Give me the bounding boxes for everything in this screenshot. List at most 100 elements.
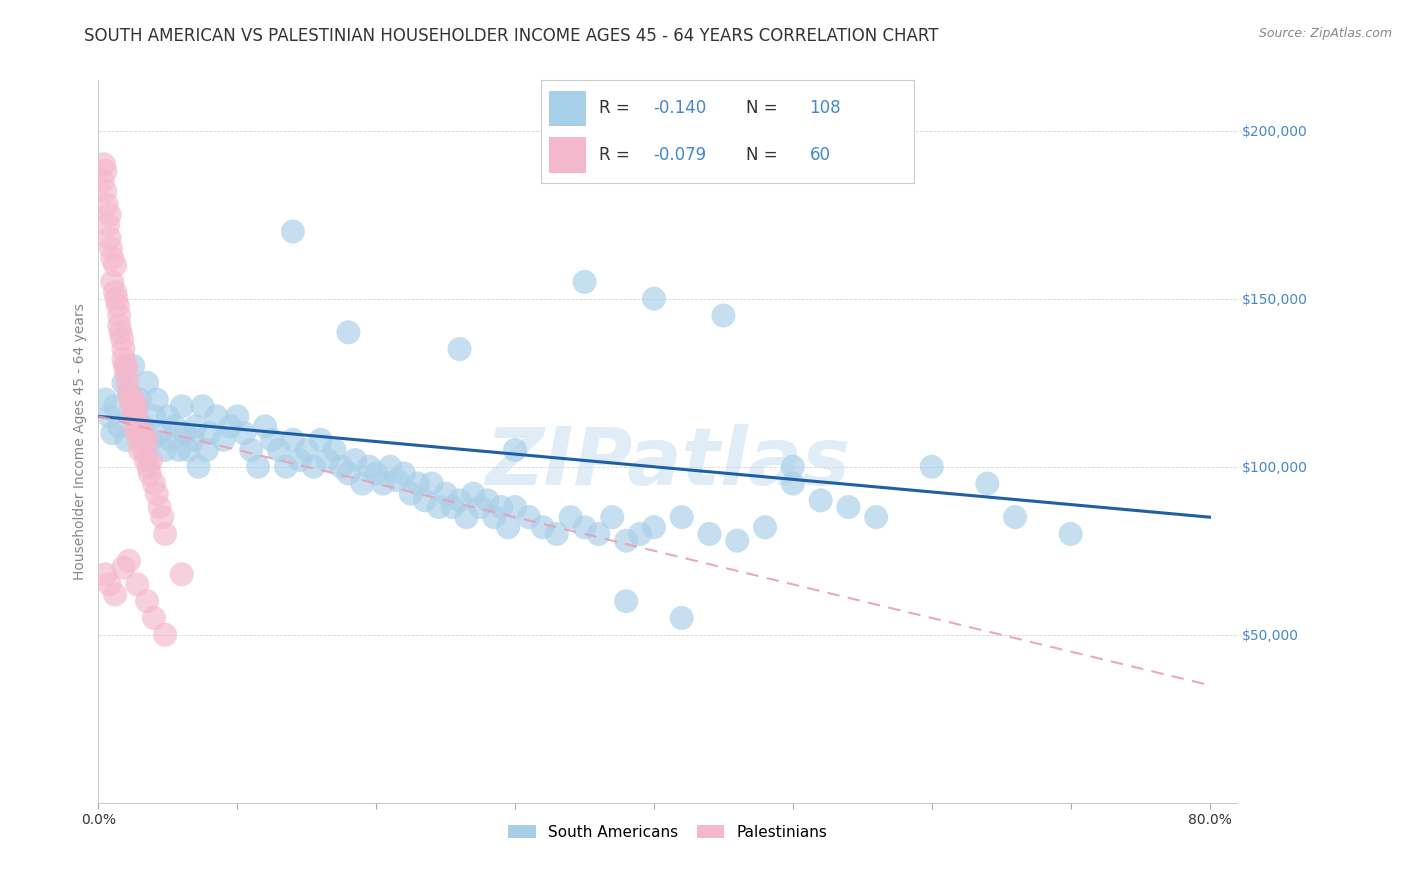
Point — [108, 318, 131, 333]
Point — [378, 459, 401, 474]
Point — [281, 433, 304, 447]
Point — [111, 332, 134, 346]
Text: ZIPatlas: ZIPatlas — [485, 425, 851, 502]
Point — [150, 510, 173, 524]
Point — [118, 554, 141, 568]
Point — [105, 292, 128, 306]
Point — [260, 433, 283, 447]
Point — [136, 594, 159, 608]
Point — [643, 520, 665, 534]
Point — [94, 392, 117, 407]
Point — [713, 309, 735, 323]
Point — [153, 628, 176, 642]
Point — [1004, 510, 1026, 524]
Point — [143, 611, 166, 625]
Point — [477, 493, 499, 508]
Point — [96, 197, 118, 211]
Point — [337, 467, 360, 481]
Point — [295, 442, 318, 457]
Point — [139, 467, 162, 481]
Point — [212, 433, 235, 447]
Point — [330, 459, 353, 474]
Point — [976, 476, 998, 491]
Point — [148, 500, 170, 514]
Point — [114, 359, 136, 373]
Point — [159, 433, 181, 447]
Point — [134, 442, 156, 457]
Point — [233, 426, 256, 441]
Point — [489, 500, 512, 514]
Point — [108, 309, 131, 323]
Point — [517, 510, 540, 524]
Text: R =: R = — [599, 100, 636, 118]
Point — [281, 225, 304, 239]
Point — [309, 433, 332, 447]
Point — [94, 567, 117, 582]
Point — [614, 533, 637, 548]
Point — [153, 527, 176, 541]
Point — [170, 399, 193, 413]
Point — [837, 500, 859, 514]
Point — [122, 409, 145, 424]
Point — [131, 426, 153, 441]
Point — [392, 467, 415, 481]
Point — [671, 510, 693, 524]
Point — [470, 500, 492, 514]
Point — [323, 442, 346, 457]
Bar — [548, 136, 586, 173]
Point — [132, 419, 155, 434]
Point — [132, 433, 155, 447]
Point — [434, 486, 457, 500]
Point — [406, 476, 429, 491]
Point — [153, 442, 176, 457]
Point — [115, 433, 138, 447]
Point — [420, 476, 443, 491]
Point — [94, 164, 117, 178]
Point — [441, 500, 464, 514]
Text: 108: 108 — [810, 100, 841, 118]
Point — [145, 486, 167, 500]
Point — [127, 577, 149, 591]
Point — [503, 500, 526, 514]
Point — [118, 385, 141, 400]
Point — [104, 258, 127, 272]
Point — [94, 184, 117, 198]
Point — [205, 409, 228, 424]
Point — [136, 433, 159, 447]
Point — [136, 376, 159, 390]
Point — [413, 493, 436, 508]
Point — [121, 399, 143, 413]
Point — [274, 459, 297, 474]
Point — [181, 433, 204, 447]
Point — [247, 459, 270, 474]
Point — [546, 527, 568, 541]
Point — [104, 285, 127, 299]
Point — [112, 560, 135, 574]
Point — [588, 527, 610, 541]
Point — [725, 533, 748, 548]
Point — [145, 392, 167, 407]
Point — [782, 476, 804, 491]
Text: R =: R = — [599, 145, 636, 163]
Point — [110, 326, 132, 340]
Point — [149, 426, 172, 441]
Point — [316, 453, 339, 467]
Point — [101, 275, 124, 289]
Point — [177, 442, 200, 457]
Point — [628, 527, 651, 541]
Point — [219, 419, 242, 434]
Point — [385, 473, 408, 487]
Bar — [548, 91, 586, 127]
Point — [463, 486, 485, 500]
Point — [226, 409, 249, 424]
Point — [98, 231, 121, 245]
Point — [156, 409, 179, 424]
Point — [810, 493, 832, 508]
Point — [108, 419, 131, 434]
Point — [122, 392, 145, 407]
Point — [191, 399, 214, 413]
Point — [782, 459, 804, 474]
Text: -0.140: -0.140 — [652, 100, 706, 118]
Point — [574, 275, 596, 289]
Point — [531, 520, 554, 534]
